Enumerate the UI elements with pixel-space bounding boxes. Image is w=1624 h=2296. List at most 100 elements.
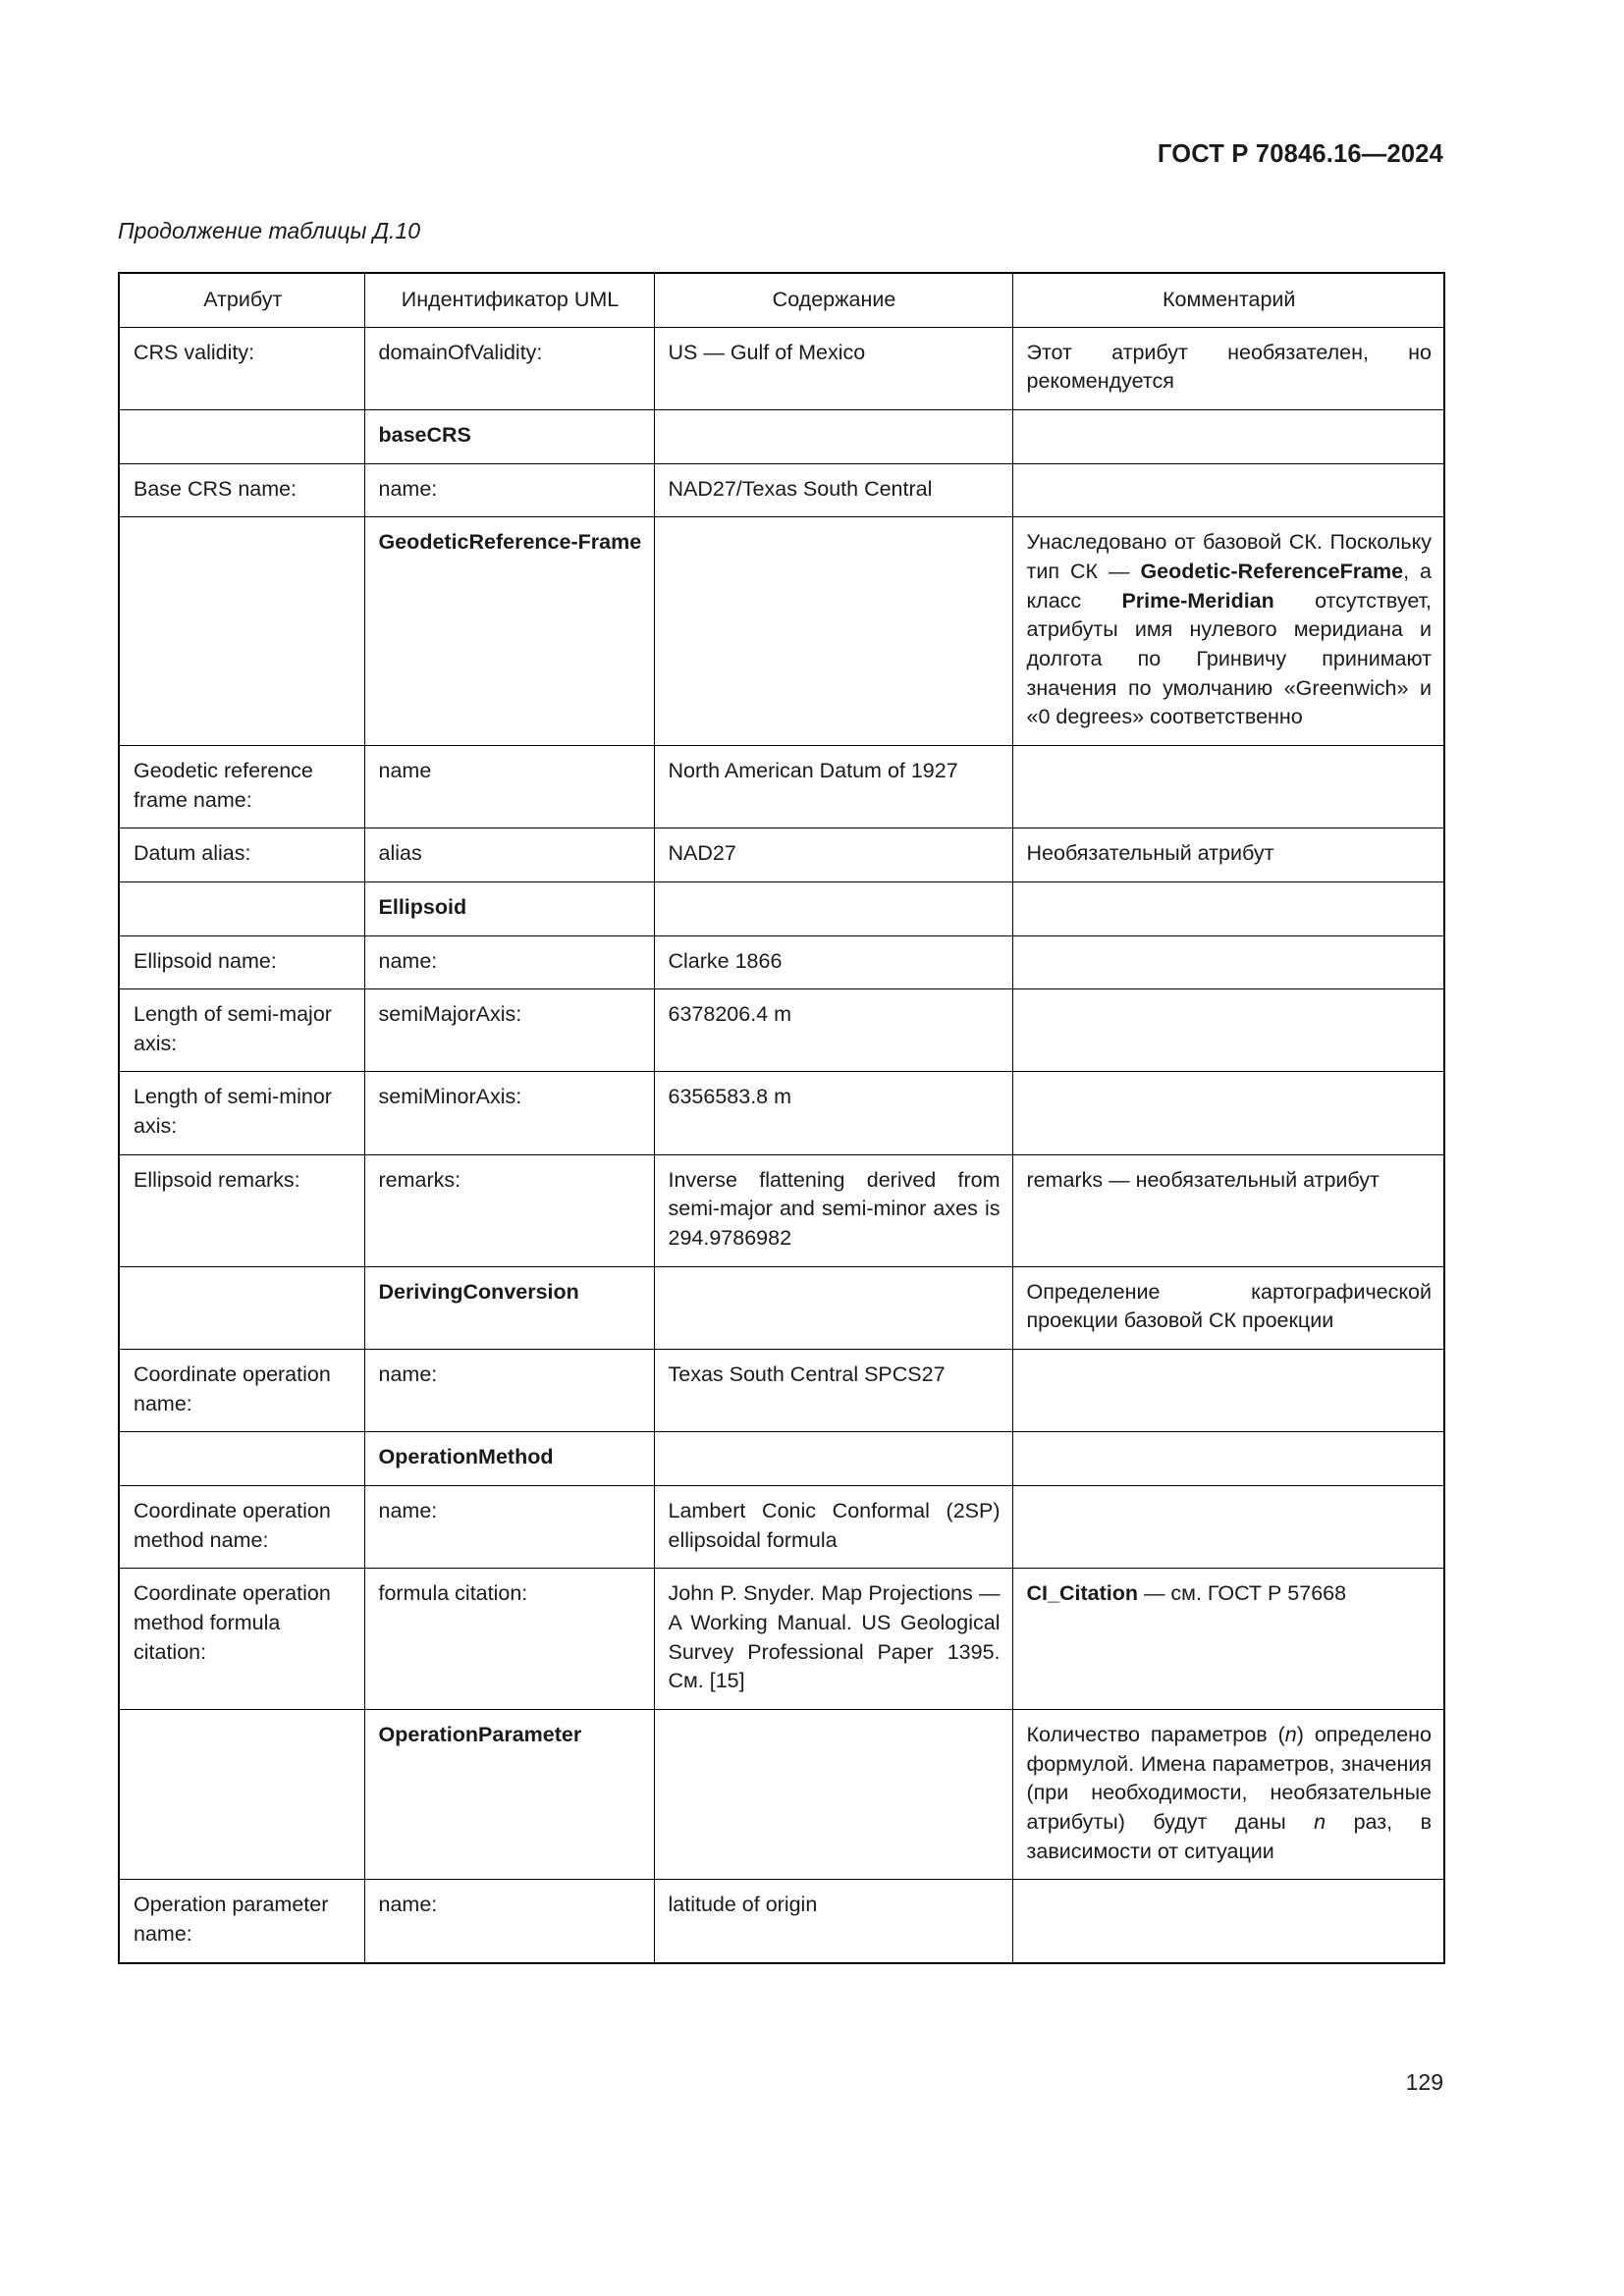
cell-uml-identifier: OperationParameter bbox=[363, 1708, 655, 1881]
cell-uml-identifier: baseCRS bbox=[363, 408, 655, 464]
cell-attribute: Ellipsoid remarks: bbox=[118, 1153, 365, 1267]
cell-uml-identifier: OperationMethod bbox=[363, 1431, 655, 1487]
cell-comment bbox=[1011, 744, 1445, 829]
table-row: Coordinate operation method formula cita… bbox=[118, 1568, 1445, 1710]
table-row: OperationMethod bbox=[118, 1431, 1445, 1487]
cell-uml-identifier: name: bbox=[363, 1349, 655, 1433]
cell-comment: Количество параметров (n) определено фор… bbox=[1011, 1708, 1445, 1881]
cell-content bbox=[653, 1708, 1013, 1881]
cell-content bbox=[653, 1431, 1013, 1487]
cell-comment: CI_Citation — см. ГОСТ Р 57668 bbox=[1011, 1568, 1445, 1710]
cell-comment bbox=[1011, 1879, 1445, 1964]
page-header-standard-number: ГОСТ Р 70846.16—2024 bbox=[1157, 140, 1443, 168]
cell-content: John P. Snyder. Map Projections — A Work… bbox=[653, 1568, 1013, 1710]
cell-content: US — Gulf of Mexico bbox=[653, 326, 1013, 410]
cell-uml-identifier: Ellipsoid bbox=[363, 881, 655, 936]
cell-uml-identifier: formula citation: bbox=[363, 1568, 655, 1710]
table-row: Coordinate operation name: name: Texas Sou… bbox=[118, 1349, 1445, 1433]
cell-uml-identifier: name: bbox=[363, 462, 655, 518]
cell-attribute: Coordinate operation name: bbox=[118, 1349, 365, 1433]
cell-content bbox=[653, 516, 1013, 746]
table-row: Datum alias: alias NAD27 Необязательный атр… bbox=[118, 828, 1445, 882]
table-row: Length of semi-major axis: semiMajorAxis:… bbox=[118, 988, 1445, 1073]
column-header-uml-id: Индентификатор UML bbox=[363, 271, 655, 328]
cell-content: Inverse flattening derived from semi-maj… bbox=[653, 1153, 1013, 1267]
cell-attribute bbox=[118, 881, 365, 936]
cell-attribute: CRS validity: bbox=[118, 326, 365, 410]
table-row: Ellipsoid bbox=[118, 881, 1445, 936]
cell-attribute bbox=[118, 1265, 365, 1351]
table-caption: Продолжение таблицы Д.10 bbox=[118, 218, 420, 243]
cell-attribute: Length of semi-major axis: bbox=[118, 988, 365, 1073]
cell-comment: remarks — необязательный атрибут bbox=[1011, 1153, 1445, 1267]
cell-uml-identifier: DerivingConversion bbox=[363, 1265, 655, 1351]
cell-content: 6356583.8 m bbox=[653, 1071, 1013, 1155]
cell-comment: Этот атрибут необязателен, но рекомендуе… bbox=[1011, 326, 1445, 410]
table-row: Length of semi-minor axis: semiMinorAxis:… bbox=[118, 1071, 1445, 1155]
cell-comment bbox=[1011, 408, 1445, 464]
cell-content bbox=[653, 881, 1013, 936]
table-row: Ellipsoid name: name: Clarke 1866 bbox=[118, 934, 1445, 990]
table-row: Geodetic reference frame name: name North … bbox=[118, 744, 1445, 829]
cell-uml-identifier: name: bbox=[363, 1485, 655, 1570]
cell-comment bbox=[1011, 462, 1445, 518]
cell-content: latitude of origin bbox=[653, 1879, 1013, 1964]
cell-comment bbox=[1011, 1349, 1445, 1433]
cell-comment bbox=[1011, 934, 1445, 990]
table-row: baseCRS bbox=[118, 408, 1445, 464]
cell-comment bbox=[1011, 881, 1445, 936]
cell-attribute: Ellipsoid name: bbox=[118, 934, 365, 990]
cell-content: 6378206.4 m bbox=[653, 988, 1013, 1073]
cell-comment bbox=[1011, 1485, 1445, 1570]
table-row: OperationParameter Количество параметров … bbox=[118, 1708, 1445, 1881]
column-header-comment: Комментарий bbox=[1011, 271, 1445, 328]
table-row: GeodeticReference-Frame Унаследовано от б… bbox=[118, 516, 1445, 746]
cell-content: North American Datum of 1927 bbox=[653, 744, 1013, 829]
table-row: Ellipsoid remarks: remarks: Inverse flatte… bbox=[118, 1153, 1445, 1267]
column-header-content: Содержание bbox=[653, 271, 1013, 328]
cell-uml-identifier: remarks: bbox=[363, 1153, 655, 1267]
cell-uml-identifier: semiMinorAxis: bbox=[363, 1071, 655, 1155]
table-row: Base CRS name: name: NAD27/Texas South Cen… bbox=[118, 462, 1445, 518]
table-header-row: Атрибут Индентификатор UML Содержание Ко… bbox=[118, 271, 1445, 328]
cell-content: NAD27 bbox=[653, 828, 1013, 882]
cell-attribute: Geodetic reference frame name: bbox=[118, 744, 365, 829]
attribute-table: Атрибут Индентификатор UML Содержание Ко… bbox=[118, 271, 1445, 1964]
cell-attribute bbox=[118, 516, 365, 746]
table-row: Coordinate operation method name: name: La… bbox=[118, 1485, 1445, 1570]
page-number: 129 bbox=[1405, 2069, 1443, 2095]
table-row: DerivingConversion Определение картографи… bbox=[118, 1265, 1445, 1351]
cell-content: NAD27/Texas South Central bbox=[653, 462, 1013, 518]
cell-uml-identifier: semiMajorAxis: bbox=[363, 988, 655, 1073]
cell-uml-identifier: name: bbox=[363, 1879, 655, 1964]
cell-attribute: Datum alias: bbox=[118, 828, 365, 882]
cell-attribute: Operation parameter name: bbox=[118, 1879, 365, 1964]
cell-attribute: Base CRS name: bbox=[118, 462, 365, 518]
cell-uml-identifier: name bbox=[363, 744, 655, 829]
column-header-attribute: Атрибут bbox=[118, 271, 365, 328]
cell-attribute bbox=[118, 408, 365, 464]
cell-content bbox=[653, 1265, 1013, 1351]
cell-comment: Определение картографической проекции ба… bbox=[1011, 1265, 1445, 1351]
cell-uml-identifier: domainOfValidity: bbox=[363, 326, 655, 410]
cell-uml-identifier: name: bbox=[363, 934, 655, 990]
table-row: Operation parameter name: name: latitude o… bbox=[118, 1879, 1445, 1964]
cell-content: Lambert Conic Conformal (2SP) ellipsoida… bbox=[653, 1485, 1013, 1570]
cell-uml-identifier: GeodeticReference-Frame bbox=[363, 516, 655, 746]
cell-content: Texas South Central SPCS27 bbox=[653, 1349, 1013, 1433]
cell-attribute: Coordinate operation method name: bbox=[118, 1485, 365, 1570]
table-header: Атрибут Индентификатор UML Содержание Ко… bbox=[118, 271, 1445, 328]
cell-comment: Необязательный атрибут bbox=[1011, 828, 1445, 882]
table-row: CRS validity: domainOfValidity: US — Gulf … bbox=[118, 326, 1445, 410]
cell-content: Clarke 1866 bbox=[653, 934, 1013, 990]
cell-attribute: Coordinate operation method formula cita… bbox=[118, 1568, 365, 1710]
cell-uml-identifier: alias bbox=[363, 828, 655, 882]
cell-comment: Унаследовано от базовой СК. Поскольку ти… bbox=[1011, 516, 1445, 746]
cell-comment bbox=[1011, 1071, 1445, 1155]
table-body: CRS validity: domainOfValidity: US — Gulf … bbox=[118, 326, 1445, 1964]
cell-attribute: Length of semi-minor axis: bbox=[118, 1071, 365, 1155]
cell-comment bbox=[1011, 988, 1445, 1073]
cell-comment bbox=[1011, 1431, 1445, 1487]
cell-content bbox=[653, 408, 1013, 464]
